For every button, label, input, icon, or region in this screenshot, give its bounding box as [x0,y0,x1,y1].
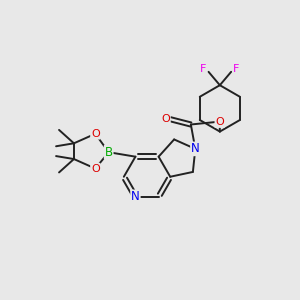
Text: F: F [233,64,240,74]
Text: O: O [91,164,100,174]
Text: O: O [91,129,100,139]
Text: F: F [200,64,206,74]
Text: O: O [161,114,170,124]
Text: N: N [191,142,200,155]
Text: N: N [131,190,140,203]
Text: O: O [215,117,224,127]
Text: B: B [105,146,113,159]
